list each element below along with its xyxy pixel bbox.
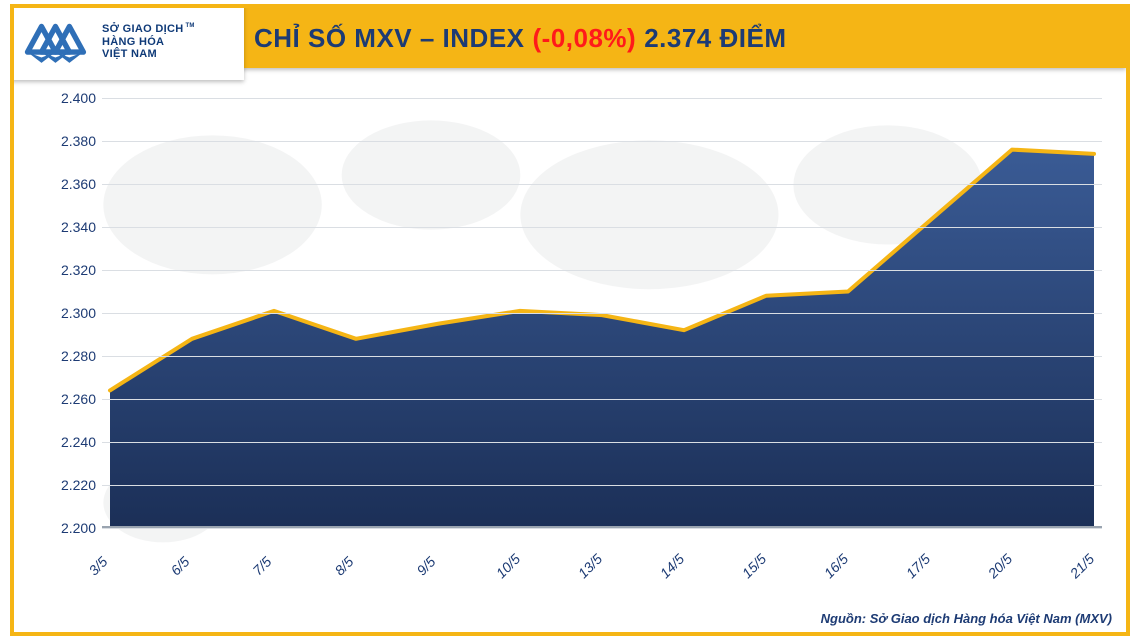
gridline	[102, 442, 1102, 443]
x-tick-label: 15/5	[734, 546, 774, 586]
chart-frame: CHỈ SỐ MXV – INDEX (-0,08%) 2.374 ĐIỂM S…	[10, 4, 1130, 636]
y-tick-label: 2.360	[40, 176, 96, 192]
logo-text: SỞ GIAO DỊCHTM HÀNG HÓA VIỆT NAM	[102, 23, 195, 61]
y-tick-label: 2.340	[40, 219, 96, 235]
chart-area: 2.200 2.220 2.240 2.260 2.280 2.300 2.320 2.340…	[40, 80, 1102, 592]
x-tick-label: 6/5	[160, 546, 200, 586]
x-tick-label: 10/5	[488, 546, 528, 586]
y-tick-label: 2.200	[40, 520, 96, 536]
x-tick-label: 8/5	[324, 546, 364, 586]
y-tick-label: 2.300	[40, 305, 96, 321]
x-tick-label: 21/5	[1062, 546, 1102, 586]
gridline	[102, 184, 1102, 185]
plot-area: 2.2002.2202.2402.2602.2802.3002.3202.340…	[102, 98, 1102, 528]
x-tick-label: 9/5	[406, 546, 446, 586]
gridline	[102, 141, 1102, 142]
gridline	[102, 313, 1102, 314]
title-value: 2.374 ĐIỂM	[644, 23, 786, 54]
logo-block: SỞ GIAO DỊCHTM HÀNG HÓA VIỆT NAM	[10, 4, 244, 80]
source-attribution: Nguồn: Sở Giao dịch Hàng hóa Việt Nam (M…	[821, 611, 1112, 626]
mxv-logo-icon	[18, 11, 96, 73]
gridline	[102, 528, 1102, 529]
y-tick-label: 2.260	[40, 391, 96, 407]
x-tick-label: 14/5	[652, 546, 692, 586]
y-tick-label: 2.380	[40, 133, 96, 149]
title-prefix: CHỈ SỐ MXV – INDEX	[254, 23, 525, 54]
y-tick-label: 2.240	[40, 434, 96, 450]
y-tick-label: 2.320	[40, 262, 96, 278]
gridline	[102, 485, 1102, 486]
gridline	[102, 399, 1102, 400]
x-tick-label: 20/5	[980, 546, 1020, 586]
x-tick-label: 17/5	[898, 546, 938, 586]
x-tick-label: 7/5	[242, 546, 282, 586]
y-tick-label: 2.220	[40, 477, 96, 493]
y-tick-label: 2.280	[40, 348, 96, 364]
gridline	[102, 227, 1102, 228]
x-tick-label: 3/5	[78, 546, 118, 586]
x-tick-label: 16/5	[816, 546, 856, 586]
gridline	[102, 270, 1102, 271]
title-pct-change: (-0,08%)	[533, 23, 637, 54]
x-tick-label: 13/5	[570, 546, 610, 586]
chart-title: CHỈ SỐ MXV – INDEX (-0,08%) 2.374 ĐIỂM	[254, 23, 787, 54]
gridline	[102, 98, 1102, 99]
y-tick-label: 2.400	[40, 90, 96, 106]
gridline	[102, 356, 1102, 357]
